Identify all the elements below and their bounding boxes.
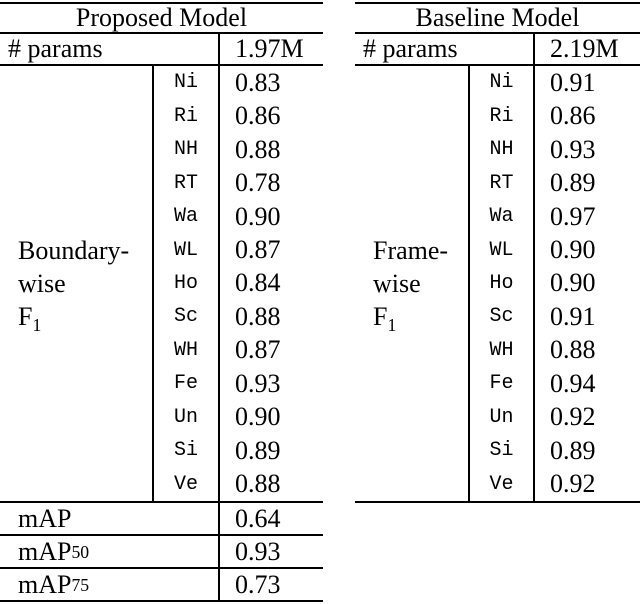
class-key: RT (152, 166, 218, 200)
class-key: Un (152, 400, 218, 435)
class-score: 0.93 (533, 132, 640, 167)
map-value: 0.64 (218, 503, 323, 534)
metric-label-line2: wise (373, 269, 421, 298)
metric-label-line2: wise (18, 269, 66, 298)
class-score: 0.86 (218, 99, 323, 133)
class-key: Ri (468, 99, 533, 133)
map-label: mAP (18, 503, 72, 533)
class-score: 0.92 (533, 467, 640, 501)
class-key: Fe (152, 367, 218, 401)
params-value: 2.19M (533, 34, 640, 64)
class-key: WH (152, 333, 218, 368)
class-key: NH (152, 132, 218, 167)
class-score: 0.97 (533, 199, 640, 234)
class-key: Ni (152, 66, 218, 100)
map50-label: mAP 50 (18, 536, 90, 566)
metric-label-subscript: 1 (32, 315, 42, 336)
class-score: 0.91 (533, 300, 640, 334)
class-score: 0.88 (218, 300, 323, 334)
params-label: # params (8, 34, 103, 63)
metric-label-line3: F1 (18, 302, 42, 336)
class-score: 0.78 (218, 166, 323, 200)
metric-label-line1: Frame- (373, 236, 449, 265)
map-row: mAP 0.64 (0, 503, 323, 536)
metric-label-line1: Boundary- (18, 236, 130, 265)
class-key: Ni (468, 66, 533, 100)
class-key: Ri (152, 99, 218, 133)
class-key: Un (468, 400, 533, 435)
map50-value: 0.93 (218, 536, 323, 567)
class-score: 0.90 (218, 199, 323, 234)
class-score: 0.90 (533, 233, 640, 267)
map75-row: mAP 75 0.73 (0, 569, 323, 602)
class-key: Ve (468, 467, 533, 501)
class-key: Wa (152, 199, 218, 234)
class-score: 0.84 (218, 266, 323, 301)
class-score: 0.91 (533, 66, 640, 100)
class-score: 0.87 (218, 233, 323, 267)
class-key: Fe (468, 367, 533, 401)
class-key: WH (468, 333, 533, 368)
class-score: 0.86 (533, 99, 640, 133)
map75-label: mAP 75 (18, 569, 90, 599)
baseline-model-table: Baseline Model # params 2.19M Frame- wis… (355, 2, 640, 503)
map75-value: 0.73 (218, 569, 323, 600)
class-key: WL (468, 233, 533, 267)
class-key: Ho (152, 266, 218, 301)
metric-group-label: Boundary- wise F1 (0, 66, 152, 501)
class-key: Si (468, 434, 533, 468)
params-row: # params 2.19M (355, 34, 640, 66)
class-score: 0.89 (218, 434, 323, 468)
class-key: Si (152, 434, 218, 468)
table-title: Proposed Model (0, 2, 323, 34)
class-score: 0.92 (533, 400, 640, 435)
metric-label-subscript: 1 (387, 315, 397, 336)
class-key: NH (468, 132, 533, 167)
class-key: Sc (468, 300, 533, 334)
proposed-model-table: Proposed Model # params 1.97M Boundary- … (0, 2, 323, 602)
class-score: 0.83 (218, 66, 323, 100)
class-key: Ho (468, 266, 533, 301)
table-title: Baseline Model (355, 2, 640, 34)
class-key: WL (152, 233, 218, 267)
class-score: 0.89 (533, 434, 640, 468)
params-value: 1.97M (218, 34, 323, 64)
params-label: # params (363, 34, 458, 63)
class-score: 0.94 (533, 367, 640, 401)
class-key: Sc (152, 300, 218, 334)
class-score: 0.87 (218, 333, 323, 368)
map50-row: mAP 50 0.93 (0, 536, 323, 569)
class-score: 0.93 (218, 367, 323, 401)
metric-group-label: Frame- wise F1 (355, 66, 468, 501)
class-key: RT (468, 166, 533, 200)
params-row: # params 1.97M (0, 34, 323, 66)
class-score: 0.89 (533, 166, 640, 200)
class-score: 0.90 (533, 266, 640, 301)
class-score: 0.88 (218, 467, 323, 501)
class-score: 0.88 (218, 132, 323, 167)
class-key: Wa (468, 199, 533, 234)
class-key: Ve (152, 467, 218, 501)
table-body: Boundary- wise F1 Ni 0.83 Ri 0.86 NH 0.8… (0, 66, 323, 503)
class-score: 0.90 (218, 400, 323, 435)
class-score: 0.88 (533, 333, 640, 368)
metric-label-line3: F1 (373, 302, 397, 336)
table-body: Frame- wise F1 Ni 0.91 Ri 0.86 NH 0.93 R… (355, 66, 640, 503)
